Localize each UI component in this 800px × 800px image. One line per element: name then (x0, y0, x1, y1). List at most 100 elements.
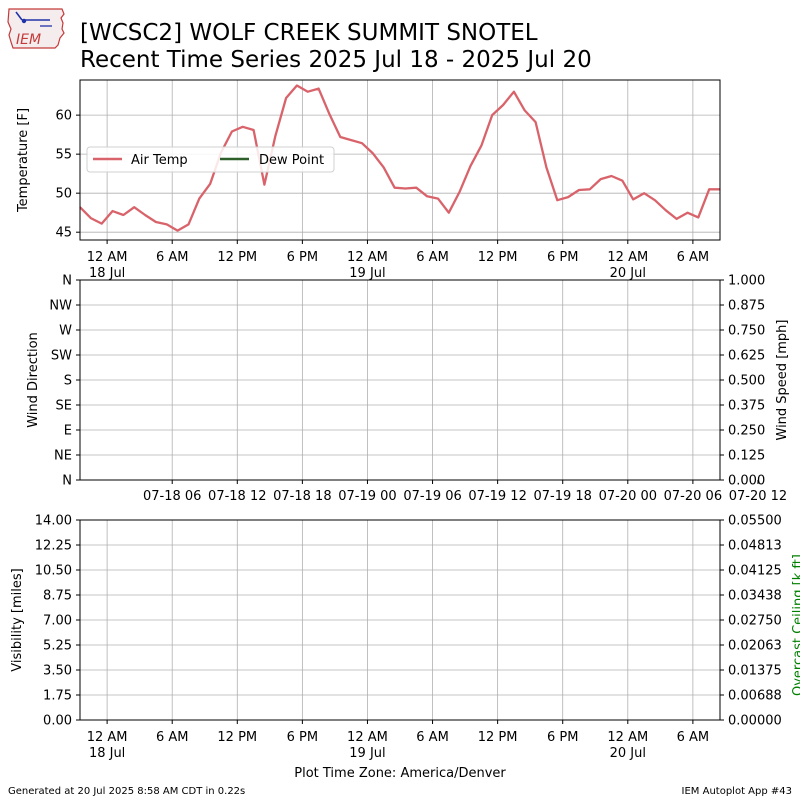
logo-wind-barb-flag (15, 11, 23, 21)
temp-xtick-sublabel: 20 Jul (610, 266, 646, 281)
wind-dir-ytick-label: NE (54, 449, 72, 464)
air-temp-point (318, 87, 320, 90)
ceiling-ytick-label: 0.04125 (728, 564, 782, 579)
wind-xtick-label: 07-20 06 (664, 489, 722, 504)
air-temp-point (654, 199, 656, 201)
ceiling-ylabel: Overcast Ceiling [k ft] (791, 554, 800, 696)
wind-speed-ytick-label: 0.750 (728, 324, 765, 339)
wind-speed-ytick-label: 0.375 (728, 399, 765, 414)
vis-ytick-label: 7.00 (43, 614, 72, 629)
air-temp-point (697, 216, 699, 218)
air-temp-point (166, 223, 168, 225)
ceiling-ytick-label: 0.03438 (728, 589, 782, 604)
vis-ytick-label: 0.00 (43, 714, 72, 729)
iem-logo: IEM (7, 8, 65, 49)
air-temp-point (242, 126, 244, 128)
wind-dir-ytick-label: N (62, 274, 72, 289)
temp-ytick-label: 55 (55, 148, 72, 163)
temp-ytick-label: 60 (55, 109, 72, 124)
vis-ytick-label: 12.25 (35, 539, 72, 554)
air-temp-point (545, 166, 548, 169)
vis-ytick-label: 1.75 (43, 689, 72, 704)
vis-xlabel: Plot Time Zone: America/Denver (294, 766, 506, 781)
vis-xtick-sublabel: 18 Jul (89, 746, 125, 761)
ceiling-ytick-label: 0.01375 (728, 664, 782, 679)
air-temp-point (285, 97, 287, 99)
air-temp-point (231, 130, 233, 133)
vis-xtick-label: 12 PM (217, 730, 257, 745)
air-temp-point (578, 189, 580, 191)
air-temp-point (350, 139, 352, 141)
wind-dir-ytick-label: NW (49, 299, 72, 314)
wind-panel: N NE E SE S SW W NW N 0.000 0.125 0.250 0.375 0.500 0.… (26, 274, 790, 505)
logo-text: IEM (16, 32, 41, 48)
vis-xtick-label: 6 AM (416, 730, 449, 745)
air-temp-point (198, 198, 200, 200)
vis-xtick-sublabel: 19 Jul (349, 746, 385, 761)
air-temp-point (437, 198, 439, 200)
visibility-panel: 0.00 1.75 3.50 5.25 7.00 8.75 10.50 12.25 14.00 0… (10, 514, 800, 782)
air-temp-point (469, 165, 472, 167)
air-temp-point (393, 187, 396, 189)
air-temp-point (556, 199, 558, 201)
temp-xtick-label: 12 AM (607, 250, 648, 265)
temp-xtick-sublabel: 18 Jul (89, 266, 125, 281)
chart-title-line2: Recent Time Series 2025 Jul 18 - 2025 Ju… (80, 47, 592, 73)
footer-generated: Generated at 20 Jul 2025 8:58 AM CDT in … (8, 786, 245, 797)
air-temp-point (209, 183, 211, 185)
air-temp-point (513, 91, 515, 93)
ceiling-ytick-label: 0.00688 (728, 689, 782, 704)
temp-xtick-label: 6 AM (156, 250, 189, 265)
vis-xtick-label: 12 AM (607, 730, 648, 745)
vis-xtick-label: 12 AM (87, 730, 128, 745)
wind-dir-ytick-label: SW (51, 349, 72, 364)
wind-dir-ytick-label: W (59, 324, 72, 339)
wind-xtick-label: 07-19 18 (533, 489, 591, 504)
air-temp-point (480, 144, 482, 147)
chart-title-line1: [WCSC2] WOLF CREEK SUMMIT SNOTEL (80, 20, 538, 46)
air-temp-point (459, 191, 461, 193)
air-temp-point (361, 142, 363, 144)
wind-xtick-label: 07-18 06 (143, 489, 201, 504)
wind-speed-ytick-label: 0.125 (728, 449, 765, 464)
air-temp-point (567, 196, 569, 198)
air-temp-point (589, 188, 591, 190)
air-temp-point (610, 175, 613, 177)
air-temp-point (524, 109, 526, 112)
vis-ytick-label: 5.25 (43, 639, 72, 654)
air-temp-point (502, 104, 504, 106)
air-temp-point (177, 230, 179, 232)
air-temp-point (252, 129, 255, 131)
wind-xtick-label: 07-18 12 (208, 489, 266, 504)
air-temp-point (643, 192, 645, 194)
air-temp-point (155, 221, 157, 223)
air-temp-point (448, 212, 450, 214)
vis-ytick-label: 8.75 (43, 589, 72, 604)
vis-xtick-label: 6 PM (547, 730, 578, 745)
wind-speed-ylabel: Wind Speed [mph] (775, 320, 790, 441)
wind-xtick-label: 07-18 18 (273, 489, 331, 504)
air-temp-point (111, 210, 114, 212)
temp-ylabel: Temperature [F] (16, 108, 31, 213)
wind-speed-ytick-label: 0.000 (728, 474, 765, 489)
air-temp-point (686, 212, 689, 214)
air-temp-point (328, 113, 331, 115)
air-temp-point (339, 136, 341, 138)
air-temp-point (372, 152, 374, 154)
temp-axes-frame (79, 79, 721, 241)
ceiling-ytick-label: 0.05500 (728, 514, 782, 529)
vis-ytick-label: 10.50 (35, 564, 72, 579)
vis-ytick-label: 14.00 (35, 514, 72, 529)
temp-xtick-label: 12 PM (478, 250, 518, 265)
wind-speed-ytick-label: 0.250 (728, 424, 765, 439)
temp-xtick-label: 6 AM (416, 250, 449, 265)
vis-xtick-label: 6 AM (156, 730, 189, 745)
ceiling-ytick-label: 0.04813 (728, 539, 782, 554)
air-temp-point (274, 135, 276, 137)
temp-xtick-label: 12 AM (87, 250, 128, 265)
wind-speed-ytick-label: 0.625 (728, 349, 765, 364)
wind-dir-ytick-label: S (64, 374, 72, 389)
vis-xtick-label: 6 AM (677, 730, 710, 745)
